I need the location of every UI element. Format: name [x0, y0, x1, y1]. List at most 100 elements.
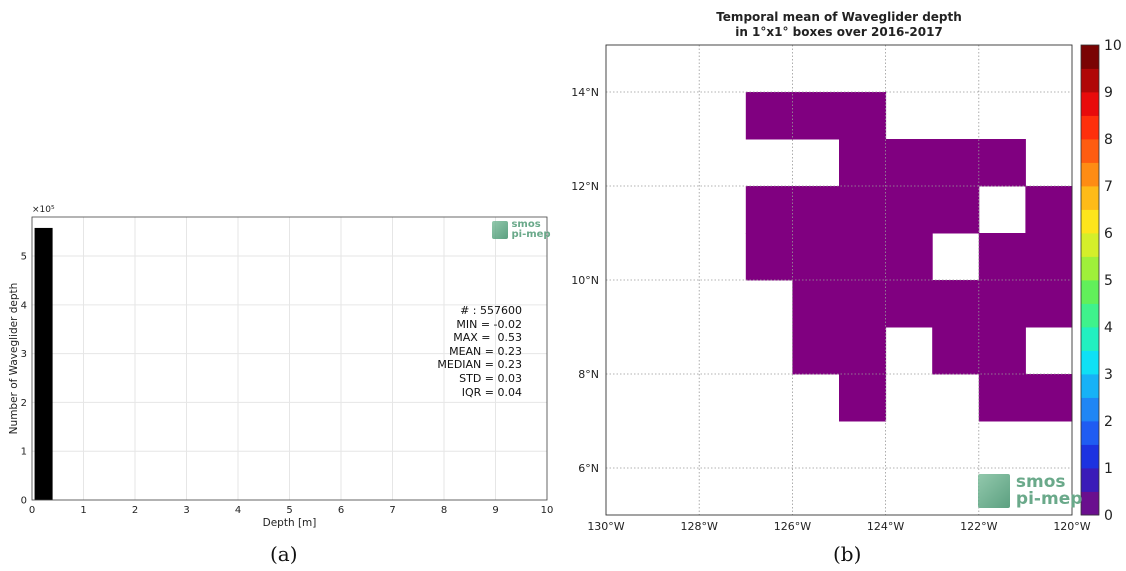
- grid-cell: [932, 139, 980, 187]
- grid-cell: [792, 92, 840, 140]
- colorbar-frame: [1080, 44, 1100, 516]
- grid-cell: [932, 280, 980, 328]
- colorbar-segment: [1081, 397, 1099, 422]
- chart-title-line1: Temporal mean of Waveglider depth: [716, 10, 962, 24]
- map-frame: [605, 44, 1073, 516]
- x-tick-label: 1: [80, 505, 86, 516]
- logo-line2: pi-mep: [1015, 489, 1083, 509]
- grid-cell: [839, 327, 887, 375]
- colorbar-tick-label: 6: [1104, 226, 1113, 242]
- y-tick-label: 4: [21, 300, 27, 311]
- statistics-box: # : 557600 MIN = -0.02 MAX = 0.53 MEAN =…: [437, 304, 522, 399]
- x-tick-label: 122°W: [960, 520, 997, 533]
- map-chart: 130°W 128°W 126°W 124°W 122°W 120°W 6°N 8°N 10°N…: [571, 10, 1091, 533]
- colorbar-segment: [1081, 162, 1099, 187]
- axes-frame: [31, 216, 548, 501]
- colorbar: 0 1 2 3 4 5 6 7 8 9 10: [1080, 38, 1122, 524]
- smos-logo-histogram: smos pi-mep: [492, 220, 551, 240]
- x-tick-label: 126°W: [774, 520, 811, 533]
- colorbar-segment: [1081, 327, 1099, 351]
- grid-cell: [885, 186, 933, 234]
- colorbar-tick-label: 8: [1104, 132, 1113, 148]
- grid-cell: [745, 233, 793, 281]
- y-tick-label: 14°N: [571, 86, 599, 99]
- colorbar-tick-label: 3: [1104, 367, 1113, 383]
- stat-line: MEDIAN = 0.23: [437, 358, 522, 372]
- grid-cell: [839, 92, 887, 140]
- colorbar-segment: [1081, 303, 1099, 328]
- grid-cell: [1025, 233, 1073, 281]
- colorbar-segment: [1081, 68, 1099, 93]
- grid-cell: [885, 233, 933, 281]
- grid-cell: [839, 374, 887, 422]
- colorbar-segment: [1081, 209, 1099, 234]
- stat-line: MIN = -0.02: [456, 317, 522, 331]
- grid-cell: [839, 186, 887, 234]
- grid-cell: [745, 92, 793, 140]
- grid-cell: [978, 139, 1026, 187]
- y-axis-label: Number of Waveglider depth: [8, 283, 20, 435]
- colorbar-tick-label: 4: [1104, 320, 1113, 336]
- grid-cell: [839, 233, 887, 281]
- colorbar-segment: [1081, 374, 1099, 398]
- panel-label-b: (b): [833, 542, 862, 566]
- colorbar-segment: [1081, 491, 1099, 516]
- colorbar-segment: [1081, 233, 1099, 257]
- chart-title-line2: in 1°x1° boxes over 2016-2017: [735, 25, 943, 39]
- colorbar-segment: [1081, 350, 1099, 375]
- x-tick-label: 9: [492, 505, 498, 516]
- colorbar-tick-label: 10: [1104, 38, 1122, 54]
- logo-line2: pi-mep: [511, 229, 551, 240]
- x-tick-label: 120°W: [1053, 520, 1090, 533]
- x-axis-label: Depth [m]: [263, 517, 317, 529]
- x-tick-label: 3: [183, 505, 189, 516]
- y-tick-label: 3: [21, 349, 27, 360]
- x-tick-label: 130°W: [587, 520, 624, 533]
- grid-cell: [1025, 374, 1073, 422]
- smos-pi-mep-logo-icon: [492, 221, 508, 239]
- colorbar-tick-label: 0: [1104, 508, 1113, 524]
- grid-cell: [1025, 186, 1073, 234]
- grid-cell: [978, 233, 1026, 281]
- grid-cell: [885, 139, 933, 187]
- grid-cell: [978, 327, 1026, 375]
- y-tick-label: 2: [21, 398, 27, 409]
- grid-cell: [792, 327, 840, 375]
- grid-cell: [978, 280, 1026, 328]
- panel-label-a: (a): [270, 542, 298, 566]
- stat-line: # : 557600: [460, 304, 522, 317]
- x-tick-label: 4: [235, 505, 241, 516]
- colorbar-segment: [1081, 256, 1099, 281]
- colorbar-tick-label: 1: [1104, 461, 1113, 477]
- grid-cell: [792, 233, 840, 281]
- y-tick-label: 8°N: [578, 368, 599, 381]
- colorbar-segment: [1081, 115, 1099, 140]
- smos-logo-map: smos pi-mep: [978, 474, 1082, 508]
- y-tick-label: 1: [21, 447, 27, 458]
- colorbar-tick-label: 5: [1104, 273, 1113, 289]
- x-tick-label: 6: [338, 505, 344, 516]
- stat-line: STD = 0.03: [459, 371, 522, 385]
- colorbar-segment: [1081, 468, 1099, 492]
- x-tick-label: 10: [541, 505, 554, 516]
- colorbar-segment: [1081, 280, 1099, 304]
- colorbar-tick-label: 9: [1104, 85, 1113, 101]
- x-tick-label: 8: [441, 505, 447, 516]
- y-tick-label: 6°N: [578, 462, 599, 475]
- grid-cell: [839, 139, 887, 187]
- histogram-bar: [34, 227, 53, 500]
- grid-cell: [932, 327, 980, 375]
- colorbar-segment: [1081, 139, 1099, 163]
- grid-cell: [839, 280, 887, 328]
- x-tick-label: 0: [29, 505, 35, 516]
- colorbar-tick-label: 2: [1104, 414, 1113, 430]
- grid-cell: [792, 186, 840, 234]
- y-tick-label: 0: [21, 496, 27, 507]
- smos-pi-mep-logo-icon: [978, 474, 1010, 508]
- grid-cell: [1025, 280, 1073, 328]
- grid-cell: [792, 280, 840, 328]
- y-tick-label: 5: [21, 252, 27, 263]
- stat-line: MEAN = 0.23: [449, 344, 522, 358]
